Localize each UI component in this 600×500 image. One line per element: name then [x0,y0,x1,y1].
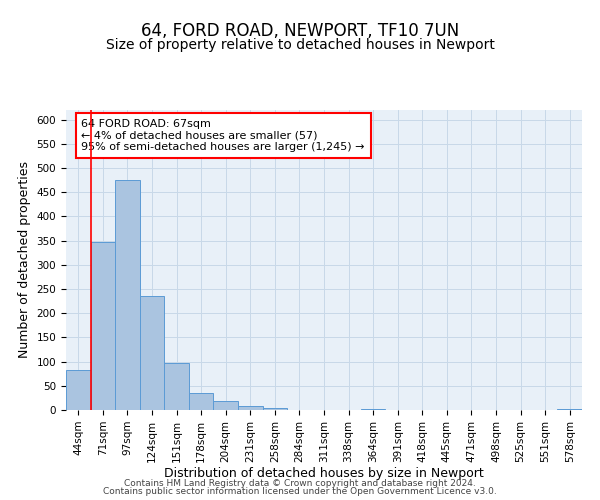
Bar [91,242,115,410]
Bar [361,409,385,410]
Text: Contains public sector information licensed under the Open Government Licence v3: Contains public sector information licen… [103,487,497,496]
Text: Size of property relative to detached houses in Newport: Size of property relative to detached ho… [106,38,494,52]
Bar [238,406,263,410]
Y-axis label: Number of detached properties: Number of detached properties [18,162,31,358]
X-axis label: Distribution of detached houses by size in Newport: Distribution of detached houses by size … [164,468,484,480]
Bar [263,408,287,410]
Text: 64 FORD ROAD: 67sqm
← 4% of detached houses are smaller (57)
95% of semi-detache: 64 FORD ROAD: 67sqm ← 4% of detached hou… [82,119,365,152]
Bar [557,409,582,410]
Bar [115,180,140,410]
Bar [66,370,91,410]
Bar [189,393,214,410]
Bar [140,296,164,410]
Text: 64, FORD ROAD, NEWPORT, TF10 7UN: 64, FORD ROAD, NEWPORT, TF10 7UN [141,22,459,40]
Text: Contains HM Land Registry data © Crown copyright and database right 2024.: Contains HM Land Registry data © Crown c… [124,478,476,488]
Bar [214,402,238,410]
Bar [164,363,189,410]
